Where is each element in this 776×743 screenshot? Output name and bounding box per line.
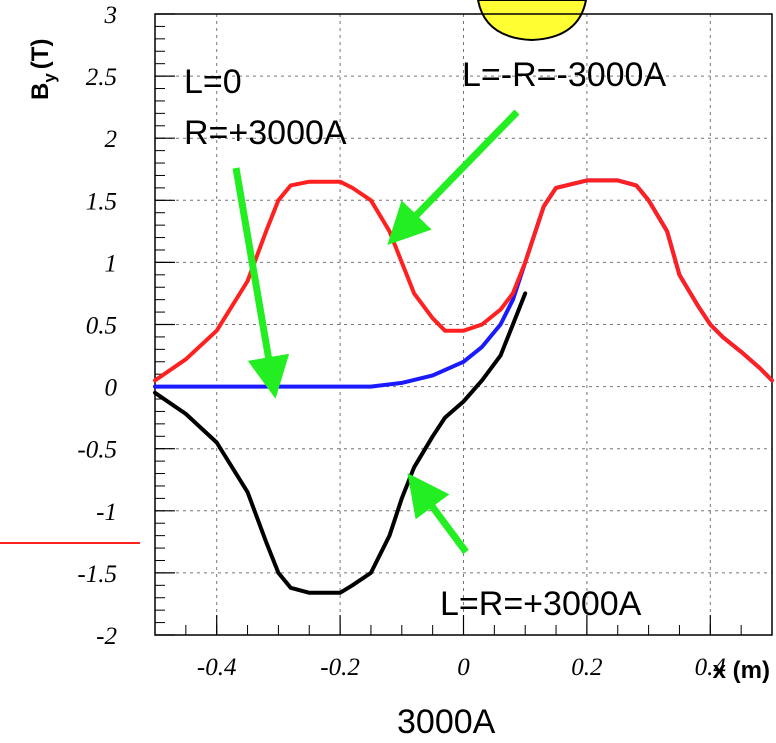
y-tick-label: -1 bbox=[96, 499, 117, 526]
x-axis-label: x (m) bbox=[713, 657, 770, 684]
grid bbox=[155, 13, 772, 636]
annotation-l-minus-r: L=-R=-3000A bbox=[462, 56, 666, 94]
annotation-l-eq-r: L=R=+3000A bbox=[440, 585, 642, 623]
series-layer bbox=[153, 178, 774, 595]
y-tick-label: -1.5 bbox=[77, 561, 117, 588]
y-tick-label: 2 bbox=[105, 126, 118, 153]
series-line-black bbox=[153, 291, 528, 595]
annotation-3000a: 3000A bbox=[397, 703, 496, 738]
arrow-l-minus-r bbox=[387, 109, 520, 246]
x-tick-label: -0.4 bbox=[197, 654, 237, 681]
yellow-badge bbox=[476, 0, 588, 42]
y-axis-label-sub: y bbox=[40, 73, 59, 83]
x-tick-label: 0.4 bbox=[695, 654, 726, 681]
arrow-l0 bbox=[232, 167, 290, 399]
svg-text:By(T): By (T) bbox=[27, 39, 59, 100]
y-axis-label-unit: (T) bbox=[27, 39, 54, 70]
series-line-red bbox=[153, 178, 774, 383]
y-axis-label: By (T) bbox=[27, 39, 59, 100]
arrow-l-eq-r bbox=[407, 473, 469, 555]
x-tick-label: 0 bbox=[457, 654, 470, 681]
x-tick-label: 0.2 bbox=[571, 654, 602, 681]
y-tick-label: -0.5 bbox=[77, 437, 117, 464]
plot-frame bbox=[154, 13, 773, 636]
annotation-l0-line2: R=+3000A bbox=[184, 114, 347, 152]
x-tick-label: -0.2 bbox=[320, 654, 360, 681]
y-tick-label: 1 bbox=[105, 250, 118, 277]
y-tick-label: 0 bbox=[105, 375, 118, 402]
y-axis-label-main: B bbox=[27, 83, 54, 100]
tick-labels: -2 -1.5 -1 -0.5 0 0.5 1 1.5 2 2.5 3 -0.4 -0.2 0 0.2 0.4 bbox=[77, 2, 726, 681]
y-tick-label: 0.5 bbox=[86, 313, 117, 340]
y-tick-label: 1.5 bbox=[86, 188, 117, 215]
y-tick-label: 3 bbox=[104, 2, 118, 29]
annotation-l0-line1: L=0 bbox=[184, 63, 242, 101]
y-tick-label: -2 bbox=[96, 623, 117, 650]
y-tick-label: 2.5 bbox=[86, 64, 117, 91]
